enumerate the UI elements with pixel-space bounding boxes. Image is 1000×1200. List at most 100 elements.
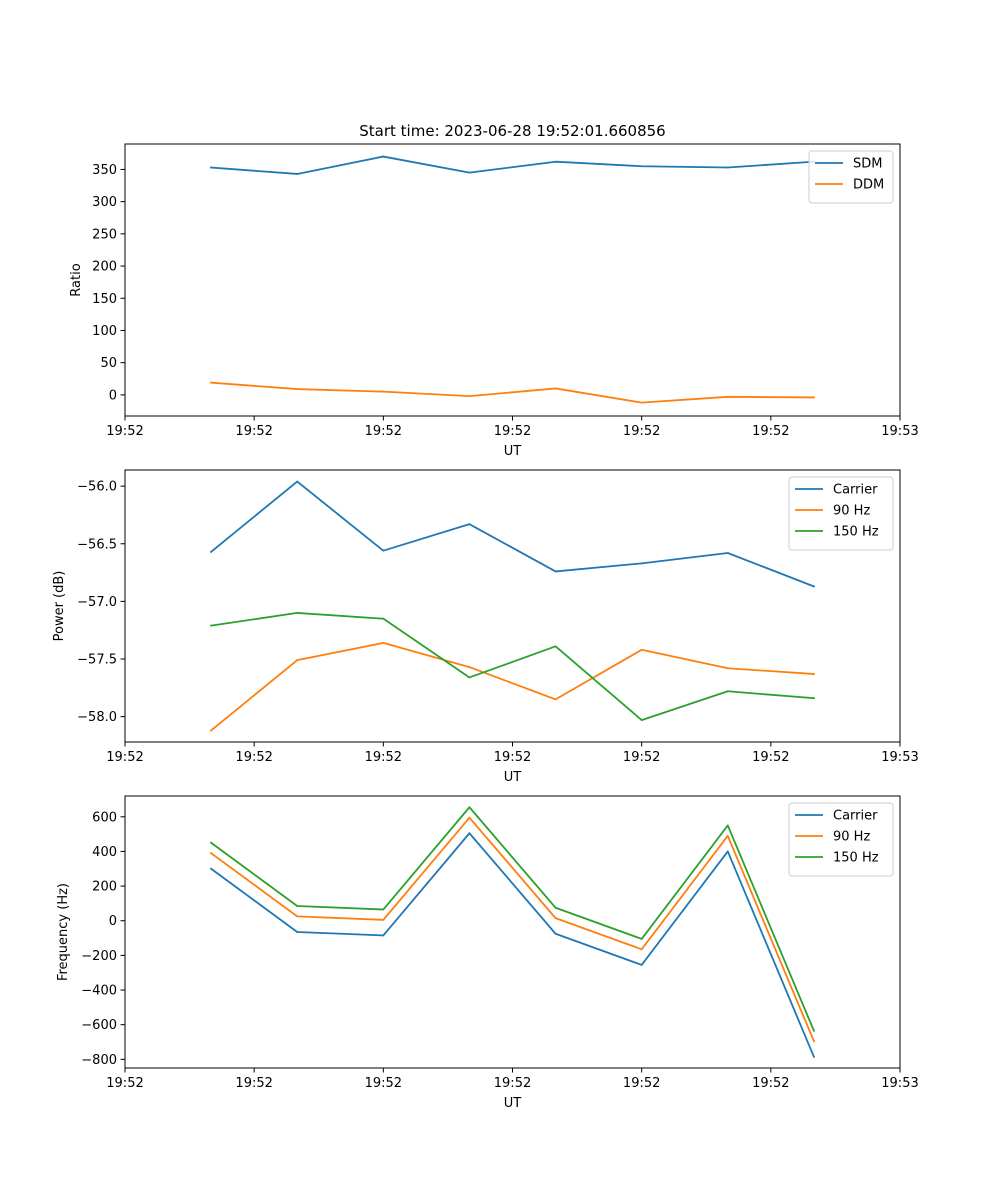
data-point (382, 390, 385, 393)
data-point (812, 585, 815, 588)
y-tick-label: −600 (81, 1018, 117, 1033)
data-point (468, 832, 471, 835)
data-point (210, 381, 213, 384)
data-point (726, 850, 729, 853)
data-point (640, 964, 643, 966)
data-point (640, 719, 643, 722)
series-line-carrier (209, 832, 816, 1058)
y-tick-label: −400 (81, 984, 117, 999)
x-tick-label: 19:52 (494, 750, 531, 765)
data-point (468, 666, 471, 668)
data-point (726, 690, 729, 693)
x-tick-label: 19:52 (365, 424, 402, 439)
legend: SDM DDM (808, 150, 894, 204)
legend-label: Carrier (833, 483, 878, 498)
data-point (554, 906, 557, 909)
data-point (296, 905, 299, 907)
y-tick-label: −800 (81, 1053, 117, 1068)
legend-label: 90 Hz (833, 504, 870, 519)
chart-panel-2: 19:52 19:52 19:52 19:52 19:52 19:52 19:53 −56.0… (52, 469, 919, 785)
data-point (382, 641, 385, 644)
legend-label: 150 Hz (833, 525, 879, 540)
x-tick-label: 19:52 (494, 1076, 531, 1091)
x-tick-label: 19:52 (623, 424, 660, 439)
series-line-150-hz (210, 612, 815, 721)
data-point (382, 617, 385, 620)
x-tick-label: 19:52 (365, 1076, 402, 1091)
x-tick-label: 19:52 (106, 424, 143, 439)
data-point (468, 806, 471, 809)
legend-label: 150 Hz (833, 851, 879, 866)
data-point (210, 166, 213, 169)
x-tick-label: 19:52 (752, 1076, 789, 1091)
x-tick-label: 19:52 (106, 1076, 143, 1091)
y-tick-label: 200 (92, 260, 117, 275)
series-line-ddm (210, 381, 815, 404)
y-tick-label: 600 (92, 810, 117, 825)
y-tick-label: −58.0 (77, 710, 117, 725)
x-axis-label: UT (504, 444, 522, 459)
data-point (640, 562, 643, 565)
data-point (554, 917, 557, 920)
legend-label: SDM (853, 157, 882, 172)
data-point (812, 1055, 815, 1058)
data-point (382, 549, 385, 552)
data-point (640, 938, 643, 940)
y-tick-label: −200 (81, 949, 117, 964)
y-axis-label: Frequency (Hz) (56, 883, 71, 981)
x-tick-label: 19:52 (235, 424, 272, 439)
legend-label: Carrier (833, 809, 878, 824)
data-point (296, 480, 299, 483)
series-line-sdm (210, 155, 815, 175)
data-point (640, 948, 643, 951)
x-axis-label: UT (504, 1096, 522, 1111)
x-tick-label: 19:52 (494, 424, 531, 439)
y-tick-label: 400 (92, 845, 117, 860)
x-tick-label: 19:52 (623, 1076, 660, 1091)
data-point (210, 867, 213, 870)
data-point (554, 570, 557, 573)
data-point (296, 388, 299, 390)
x-tick-label: 19:53 (881, 424, 918, 439)
series-line-carrier (209, 480, 816, 588)
data-point (296, 931, 299, 933)
x-tick-label: 19:52 (752, 750, 789, 765)
y-tick-label: −56.0 (77, 480, 117, 495)
y-tick-label: 50 (100, 356, 117, 371)
data-point (210, 550, 213, 553)
legend: Carrier 90 Hz 150 Hz (788, 476, 894, 551)
y-axis-label: Power (dB) (52, 571, 67, 642)
data-point (812, 396, 815, 399)
data-point (812, 697, 815, 700)
data-point (382, 908, 385, 911)
data-point (640, 165, 643, 168)
data-point (210, 852, 213, 855)
data-point (726, 824, 729, 827)
data-point (554, 387, 557, 390)
data-point (468, 395, 471, 398)
data-point (554, 932, 557, 935)
data-point (726, 552, 729, 554)
data-point (554, 645, 557, 648)
data-point (382, 155, 385, 158)
x-tick-label: 19:52 (623, 750, 660, 765)
series-line-90-hz (209, 641, 815, 732)
legend-box (808, 150, 894, 204)
x-tick-label: 19:52 (235, 750, 272, 765)
data-point (296, 659, 299, 662)
data-point (210, 624, 213, 627)
data-point (812, 1029, 815, 1032)
data-point (812, 1040, 815, 1043)
y-tick-label: 250 (92, 227, 117, 242)
data-point (726, 667, 729, 670)
data-point (726, 395, 729, 398)
chart-panel-1: 19:52 19:52 19:52 19:52 19:52 19:52 19:53 0 50 10… (69, 122, 919, 459)
data-point (468, 523, 471, 526)
x-tick-label: 19:52 (106, 750, 143, 765)
data-point (296, 612, 299, 614)
data-point (726, 166, 729, 169)
data-point (296, 173, 299, 175)
data-point (296, 915, 299, 918)
data-point (554, 698, 557, 701)
x-tick-label: 19:53 (881, 1076, 918, 1091)
